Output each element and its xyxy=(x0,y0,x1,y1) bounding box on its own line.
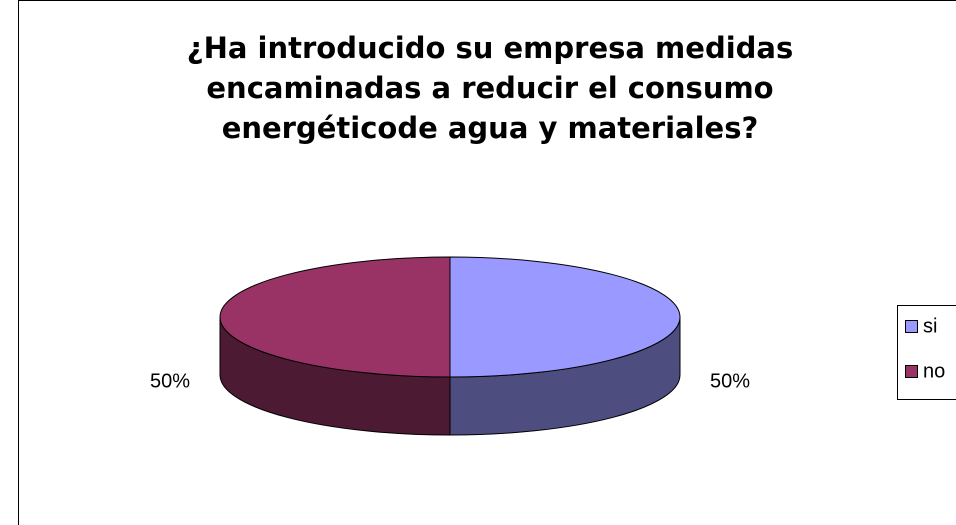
data-label: 50% xyxy=(150,370,190,392)
slice xyxy=(219,256,451,378)
data-label: 50% xyxy=(710,370,750,392)
legend-label: no xyxy=(923,360,945,382)
chart-title: energéticode agua y materiales? xyxy=(222,111,759,145)
chart-title: ¿Ha introducido su empresa medidas xyxy=(187,31,793,65)
slice xyxy=(449,256,681,378)
chart-title: encaminadas a reducir el consumo xyxy=(206,71,773,105)
legend-label: si xyxy=(923,315,937,337)
legend-swatch xyxy=(905,365,918,378)
legend-swatch xyxy=(905,320,918,333)
